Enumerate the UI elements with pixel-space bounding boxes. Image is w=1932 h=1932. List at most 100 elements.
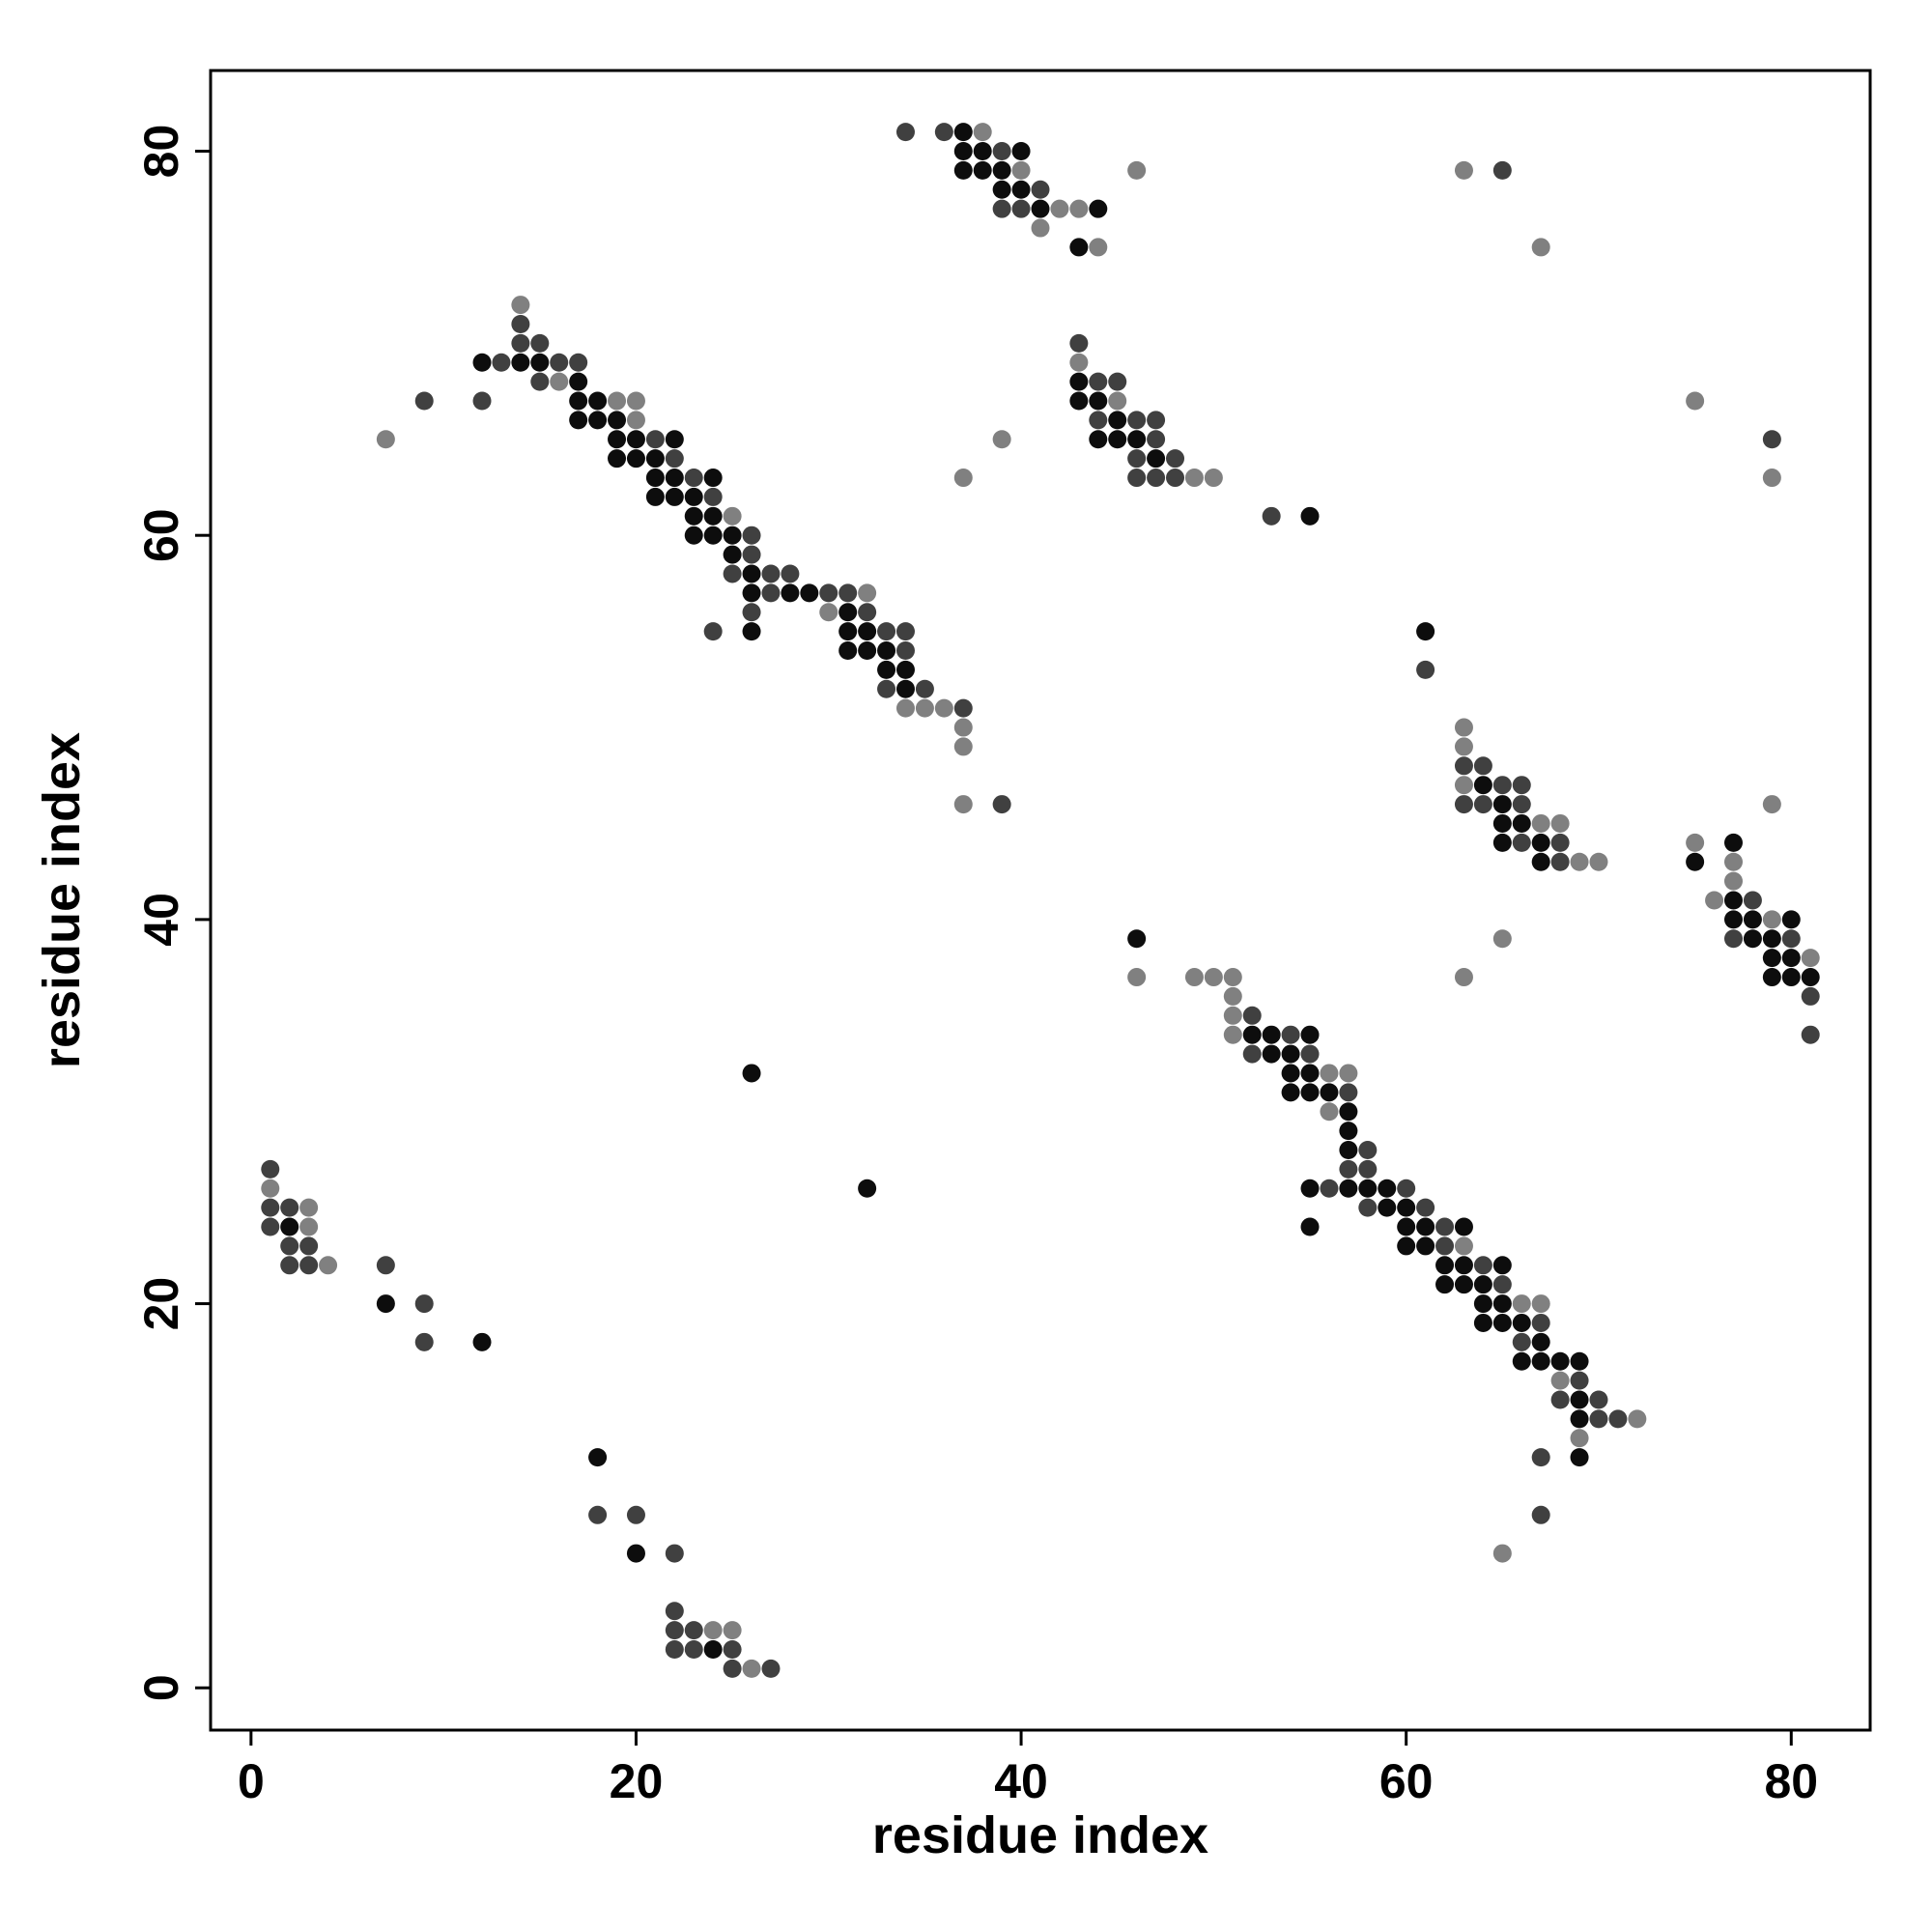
point	[1570, 1351, 1589, 1371]
point	[1781, 949, 1801, 968]
point	[1339, 1083, 1358, 1102]
point	[1358, 1198, 1378, 1217]
point	[280, 1256, 299, 1275]
point	[608, 449, 627, 469]
point	[530, 353, 550, 372]
point	[626, 1505, 645, 1524]
point	[1069, 353, 1089, 372]
point	[992, 795, 1011, 814]
point	[858, 622, 877, 641]
point	[723, 526, 742, 545]
point	[895, 123, 915, 142]
point	[1320, 1102, 1339, 1122]
point	[569, 372, 588, 391]
point	[1184, 968, 1204, 987]
point	[1454, 968, 1473, 987]
point	[626, 430, 645, 449]
point	[280, 1217, 299, 1236]
point	[992, 199, 1011, 218]
point	[1492, 1313, 1512, 1332]
point	[723, 564, 742, 583]
point	[1570, 1371, 1589, 1390]
point	[973, 160, 992, 180]
point	[1108, 391, 1127, 411]
point	[608, 411, 627, 430]
point	[1300, 1044, 1320, 1064]
point	[626, 449, 645, 469]
y-tick-label: 40	[134, 893, 188, 947]
point	[1339, 1159, 1358, 1179]
point	[1512, 833, 1531, 852]
point	[299, 1198, 319, 1217]
point	[953, 698, 973, 718]
point	[608, 391, 627, 411]
point	[588, 1448, 608, 1467]
point	[1473, 1313, 1492, 1332]
point	[261, 1179, 280, 1198]
point	[1435, 1275, 1455, 1294]
point	[1069, 238, 1089, 257]
point	[1531, 238, 1550, 257]
point	[973, 123, 992, 142]
point	[1089, 411, 1108, 430]
point	[1492, 1256, 1512, 1275]
point	[1531, 1313, 1550, 1332]
point	[1570, 1409, 1589, 1429]
point	[1762, 910, 1781, 929]
point	[1127, 430, 1147, 449]
point	[1166, 469, 1185, 488]
point	[1723, 929, 1743, 949]
point	[1492, 160, 1512, 180]
point	[1570, 1448, 1589, 1467]
point	[1416, 660, 1435, 679]
point	[1512, 776, 1531, 795]
point	[299, 1256, 319, 1275]
point	[1512, 1294, 1531, 1314]
point	[723, 1621, 742, 1640]
point	[761, 1659, 781, 1678]
point	[1147, 469, 1166, 488]
point	[992, 180, 1011, 199]
point	[1223, 986, 1242, 1006]
point	[684, 1621, 703, 1640]
point	[723, 506, 742, 526]
point	[1069, 199, 1089, 218]
point	[1454, 795, 1473, 814]
point	[877, 622, 896, 641]
point	[1492, 776, 1512, 795]
point	[665, 469, 684, 488]
point	[1339, 1140, 1358, 1159]
point	[1801, 968, 1820, 987]
point	[376, 1294, 395, 1314]
point	[645, 430, 665, 449]
point	[665, 1544, 684, 1563]
point	[1492, 833, 1512, 852]
point	[877, 641, 896, 661]
point	[1570, 1429, 1589, 1448]
point	[1550, 833, 1570, 852]
point	[1147, 411, 1166, 430]
point	[1454, 160, 1473, 180]
point	[1492, 1294, 1512, 1314]
point	[1762, 949, 1781, 968]
point	[1550, 852, 1570, 871]
point	[626, 411, 645, 430]
point	[492, 353, 511, 372]
point	[1416, 1217, 1435, 1236]
point	[895, 641, 915, 661]
y-tick-label: 0	[134, 1674, 188, 1701]
point	[1223, 1006, 1242, 1025]
point	[1512, 1332, 1531, 1351]
point	[1069, 333, 1089, 353]
point	[1281, 1083, 1300, 1102]
point	[1031, 180, 1050, 199]
point	[1031, 199, 1050, 218]
x-tick-label: 20	[610, 1754, 664, 1808]
point	[684, 469, 703, 488]
point	[684, 487, 703, 506]
point	[414, 1294, 434, 1314]
point	[1397, 1179, 1416, 1198]
point	[1550, 1371, 1570, 1390]
point	[1743, 929, 1762, 949]
point	[1089, 238, 1108, 257]
